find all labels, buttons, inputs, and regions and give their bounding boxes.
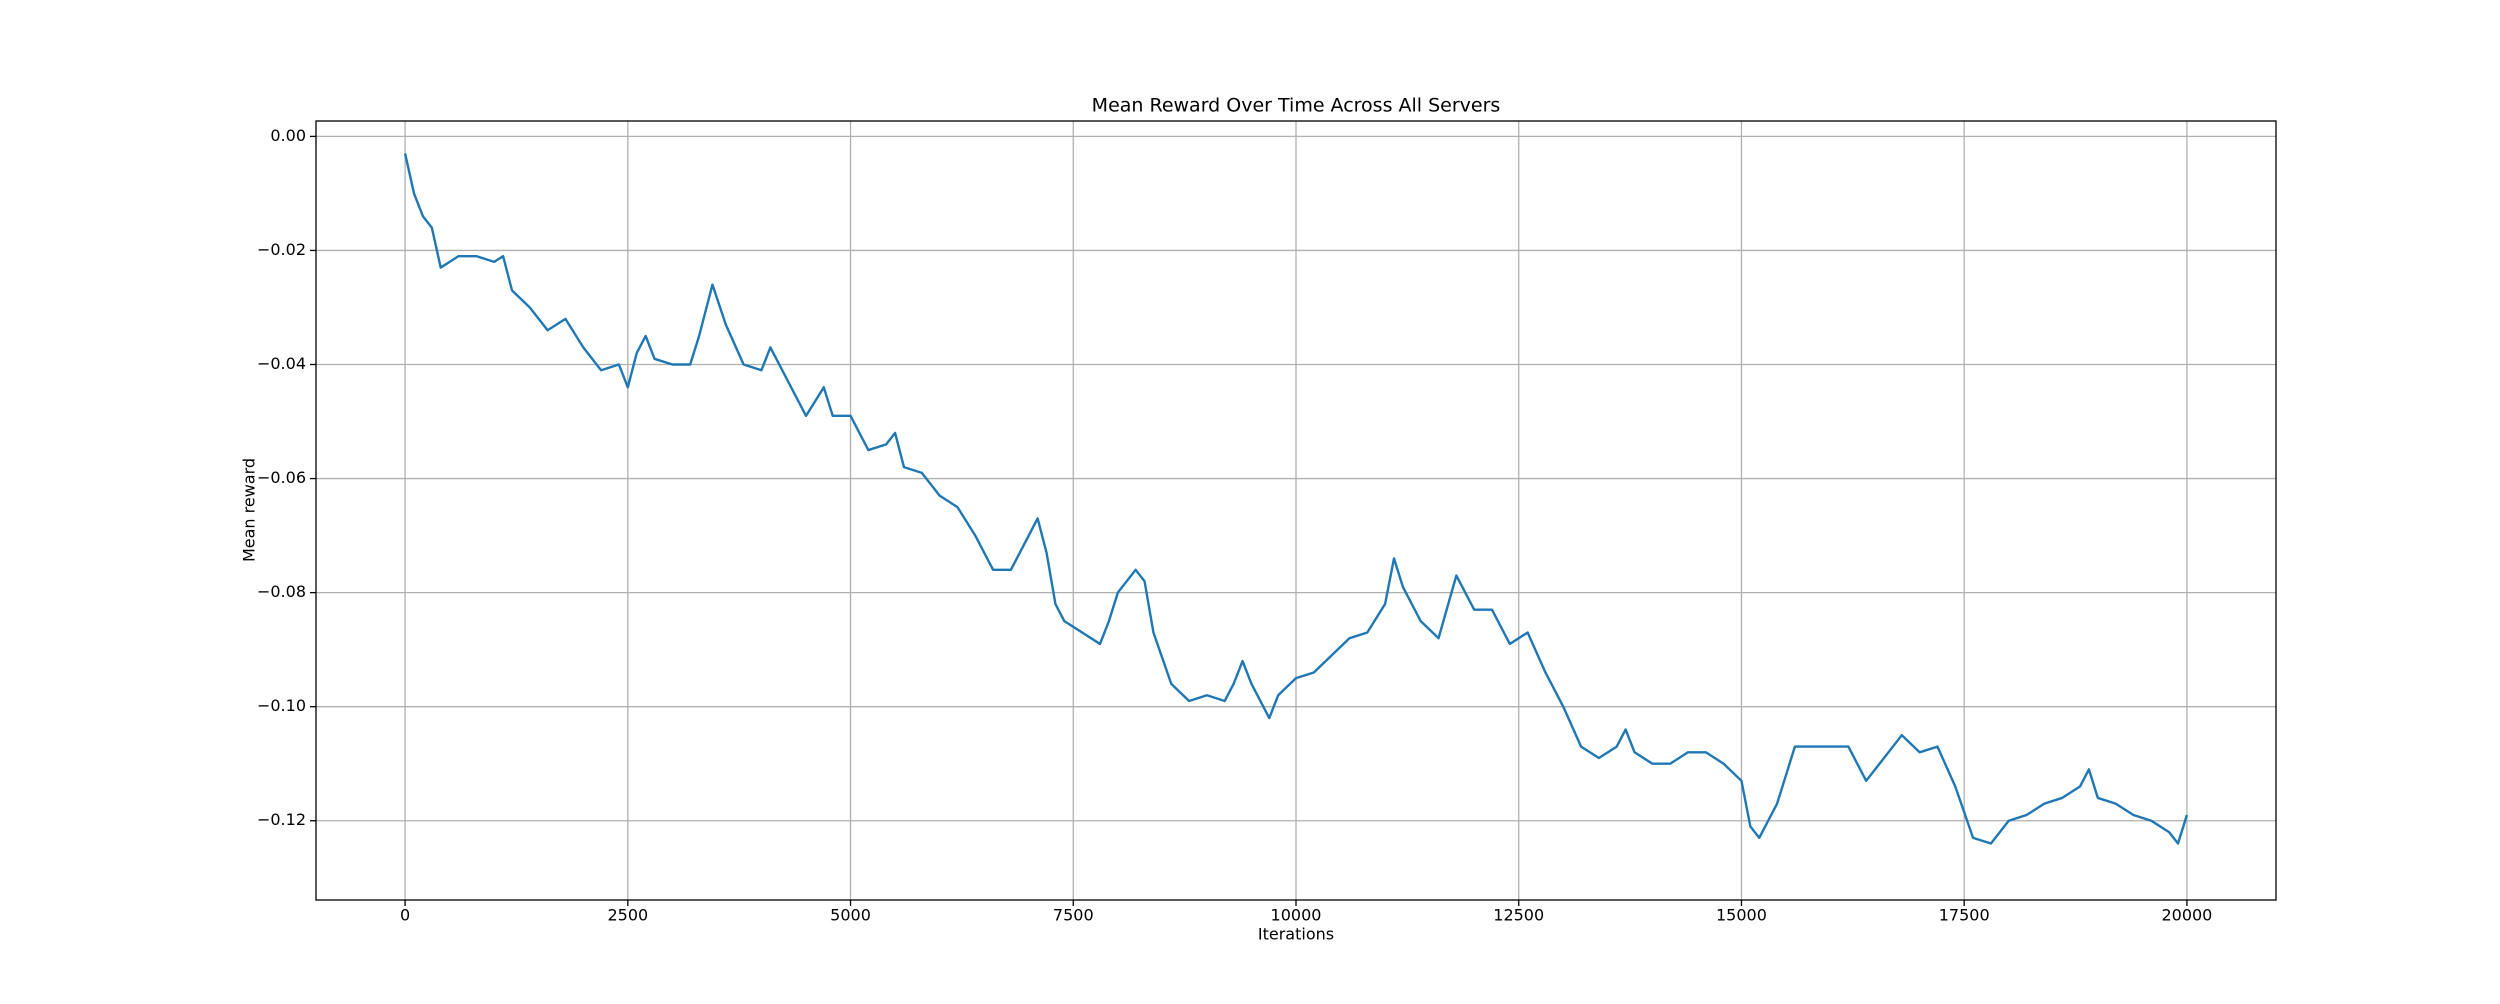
x-tick-label: 2500: [607, 906, 648, 925]
y-tick-label: −0.04: [257, 354, 306, 373]
y-tick-label: −0.08: [257, 582, 306, 601]
x-tick-label: 10000: [1271, 906, 1322, 925]
x-tick-label: 7500: [1053, 906, 1094, 925]
x-tick-label: 20000: [2161, 906, 2212, 925]
y-tick-label: −0.02: [257, 240, 306, 259]
data-line: [403, 153, 2189, 845]
x-axis-label: Iterations: [1258, 925, 1334, 944]
y-axis-label: Mean reward: [240, 458, 259, 562]
x-tick-label: 0: [400, 906, 410, 925]
y-tick-label: −0.10: [257, 696, 306, 715]
y-tick-label: −0.06: [257, 468, 306, 487]
y-tick-label: −0.12: [257, 810, 306, 829]
x-tick-label: 15000: [1716, 906, 1767, 925]
plot-frame: [315, 120, 2277, 901]
x-tick-label: 12500: [1493, 906, 1544, 925]
x-tick-label: 5000: [830, 906, 871, 925]
y-tick-label: 0.00: [270, 126, 306, 145]
x-tick-label: 17500: [1939, 906, 1990, 925]
chart-title: Mean Reward Over Time Across All Servers: [1092, 95, 1501, 117]
